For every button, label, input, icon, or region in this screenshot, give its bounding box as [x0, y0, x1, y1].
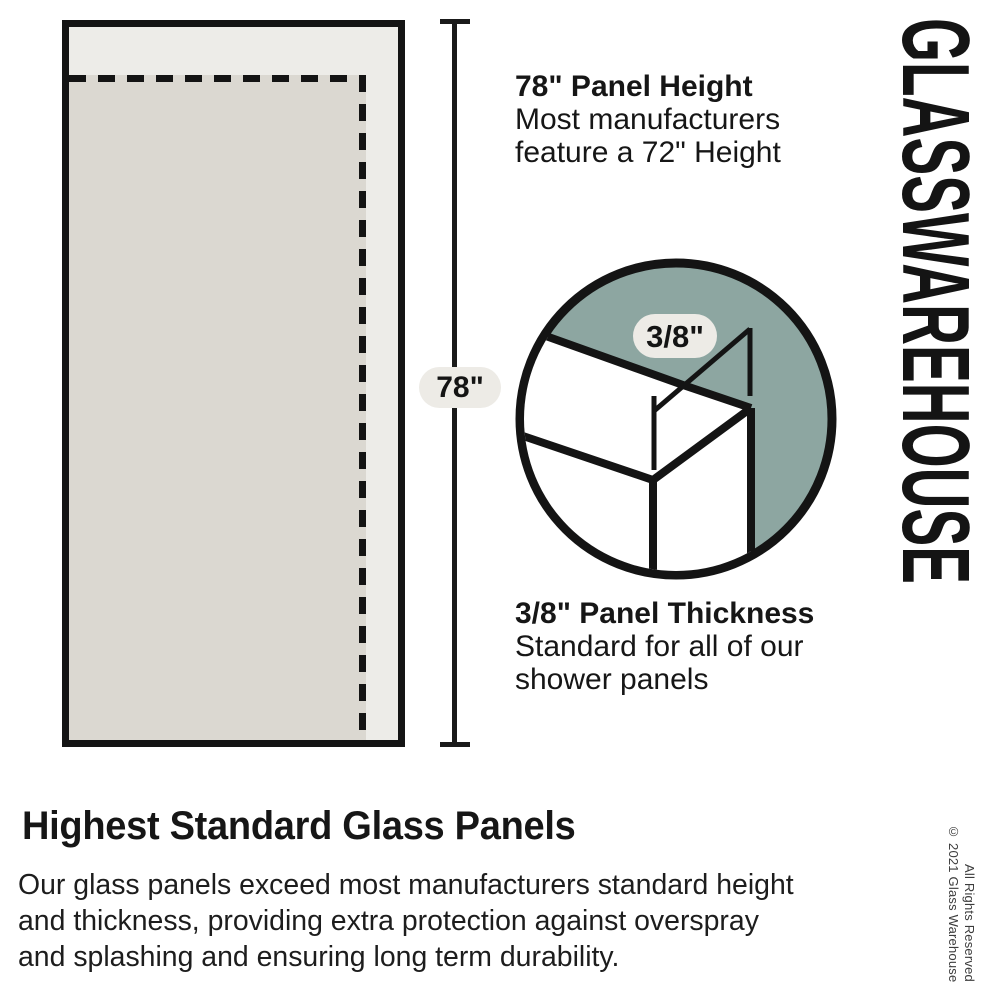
brand-wordmark: GLASSWAREHOUSE	[885, 18, 982, 584]
description-paragraph: Our glass panels exceed most manufacture…	[18, 869, 794, 973]
dashed-72in-right-line	[359, 75, 366, 740]
page-title: Highest Standard Glass Panels	[22, 804, 576, 848]
competitor-panel-area	[69, 75, 366, 740]
thickness-measure-marks	[651, 327, 753, 470]
height-badge: 78"	[419, 367, 501, 408]
copyright-notice: © 2021 Glass Warehouse All Rights Reserve…	[946, 823, 977, 982]
brand-wordmark-text: GLASSWAREHOUSE	[885, 18, 982, 584]
height-callout-body: Most manufacturers feature a 72" Height	[515, 103, 781, 169]
thickness-badge-pill	[633, 314, 717, 358]
height-callout-title: 78" Panel Height	[515, 70, 753, 103]
thickness-callout: 3/8" Panel Thickness Standard for all of…	[515, 597, 814, 696]
measure-cap-top	[440, 19, 470, 24]
thickness-circle-diagram: 3/8"	[515, 258, 837, 580]
thickness-callout-body: Standard for all of our shower panels	[515, 630, 804, 696]
dashed-72in-top-line	[69, 75, 366, 82]
height-callout: 78" Panel Height Most manufacturers featu…	[515, 70, 781, 169]
measure-cap-bottom	[440, 742, 470, 747]
thickness-callout-title: 3/8" Panel Thickness	[515, 597, 815, 630]
thickness-badge: 3/8"	[646, 319, 704, 354]
